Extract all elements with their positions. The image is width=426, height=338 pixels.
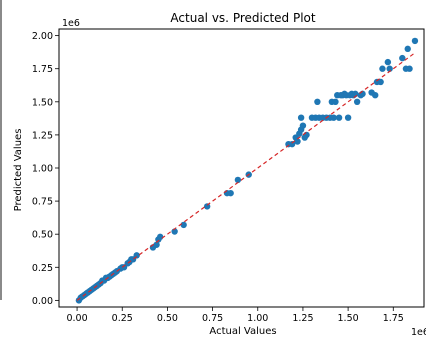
data-point [406,65,413,72]
x-tick-label: 0.75 [202,313,223,324]
data-point [133,252,140,259]
x-offset-label: 1e6 [411,327,426,338]
data-point [386,65,393,72]
y-tick-label: 1.75 [32,64,53,75]
y-tick-label: 0.75 [32,197,53,208]
data-point [299,122,307,129]
y-tick-label: 0.25 [32,263,53,274]
y-tick-label: 0.50 [32,230,53,241]
data-point [379,65,386,72]
left-edge-strip [0,0,2,300]
data-point [353,98,361,106]
x-tick-label: 1.50 [338,313,359,324]
scatter-points [75,37,419,304]
data-point [377,78,384,86]
x-tick-label: 1.75 [383,313,404,324]
x-tick-label: 0.50 [157,313,178,324]
y-tick-label: 0.00 [32,296,53,307]
x-tick-label: 0.25 [112,313,133,324]
x-tick-label: 1.25 [292,313,313,324]
x-axis-title: Actual Values [209,326,276,337]
x-tick-label: 0.00 [66,313,87,324]
y-tick-label: 1.00 [32,164,53,175]
data-point [156,233,164,241]
data-point [372,91,379,99]
axis-ticks: 0.00 0.25 0.50 0.75 1.00 1.25 1.50 1.75 0.00 0.25… [32,31,404,324]
data-point [294,138,301,145]
data-point [153,241,160,248]
data-point [234,176,242,184]
y-tick-label: 1.50 [32,97,53,108]
chart-title: Actual vs. Predicted Plot [170,11,315,25]
data-point [180,221,187,229]
data-point [203,203,211,210]
data-point [332,98,339,106]
data-point [344,114,352,121]
data-point [227,189,234,197]
y-axis-title: Predicted Values [13,129,24,212]
data-point [303,131,310,139]
y-tick-label: 2.00 [32,31,53,42]
data-point [399,54,406,62]
data-point [314,98,321,106]
y-offset-label: 1e6 [62,18,80,29]
data-point [335,114,343,121]
data-point [288,140,296,148]
data-point [297,114,305,121]
y-tick-label: 1.25 [32,130,53,141]
plot-frame [58,28,425,308]
data-point [411,37,419,45]
data-point [330,114,337,121]
x-tick-label: 1.00 [247,313,268,324]
data-point [384,58,392,66]
data-point [404,45,411,53]
